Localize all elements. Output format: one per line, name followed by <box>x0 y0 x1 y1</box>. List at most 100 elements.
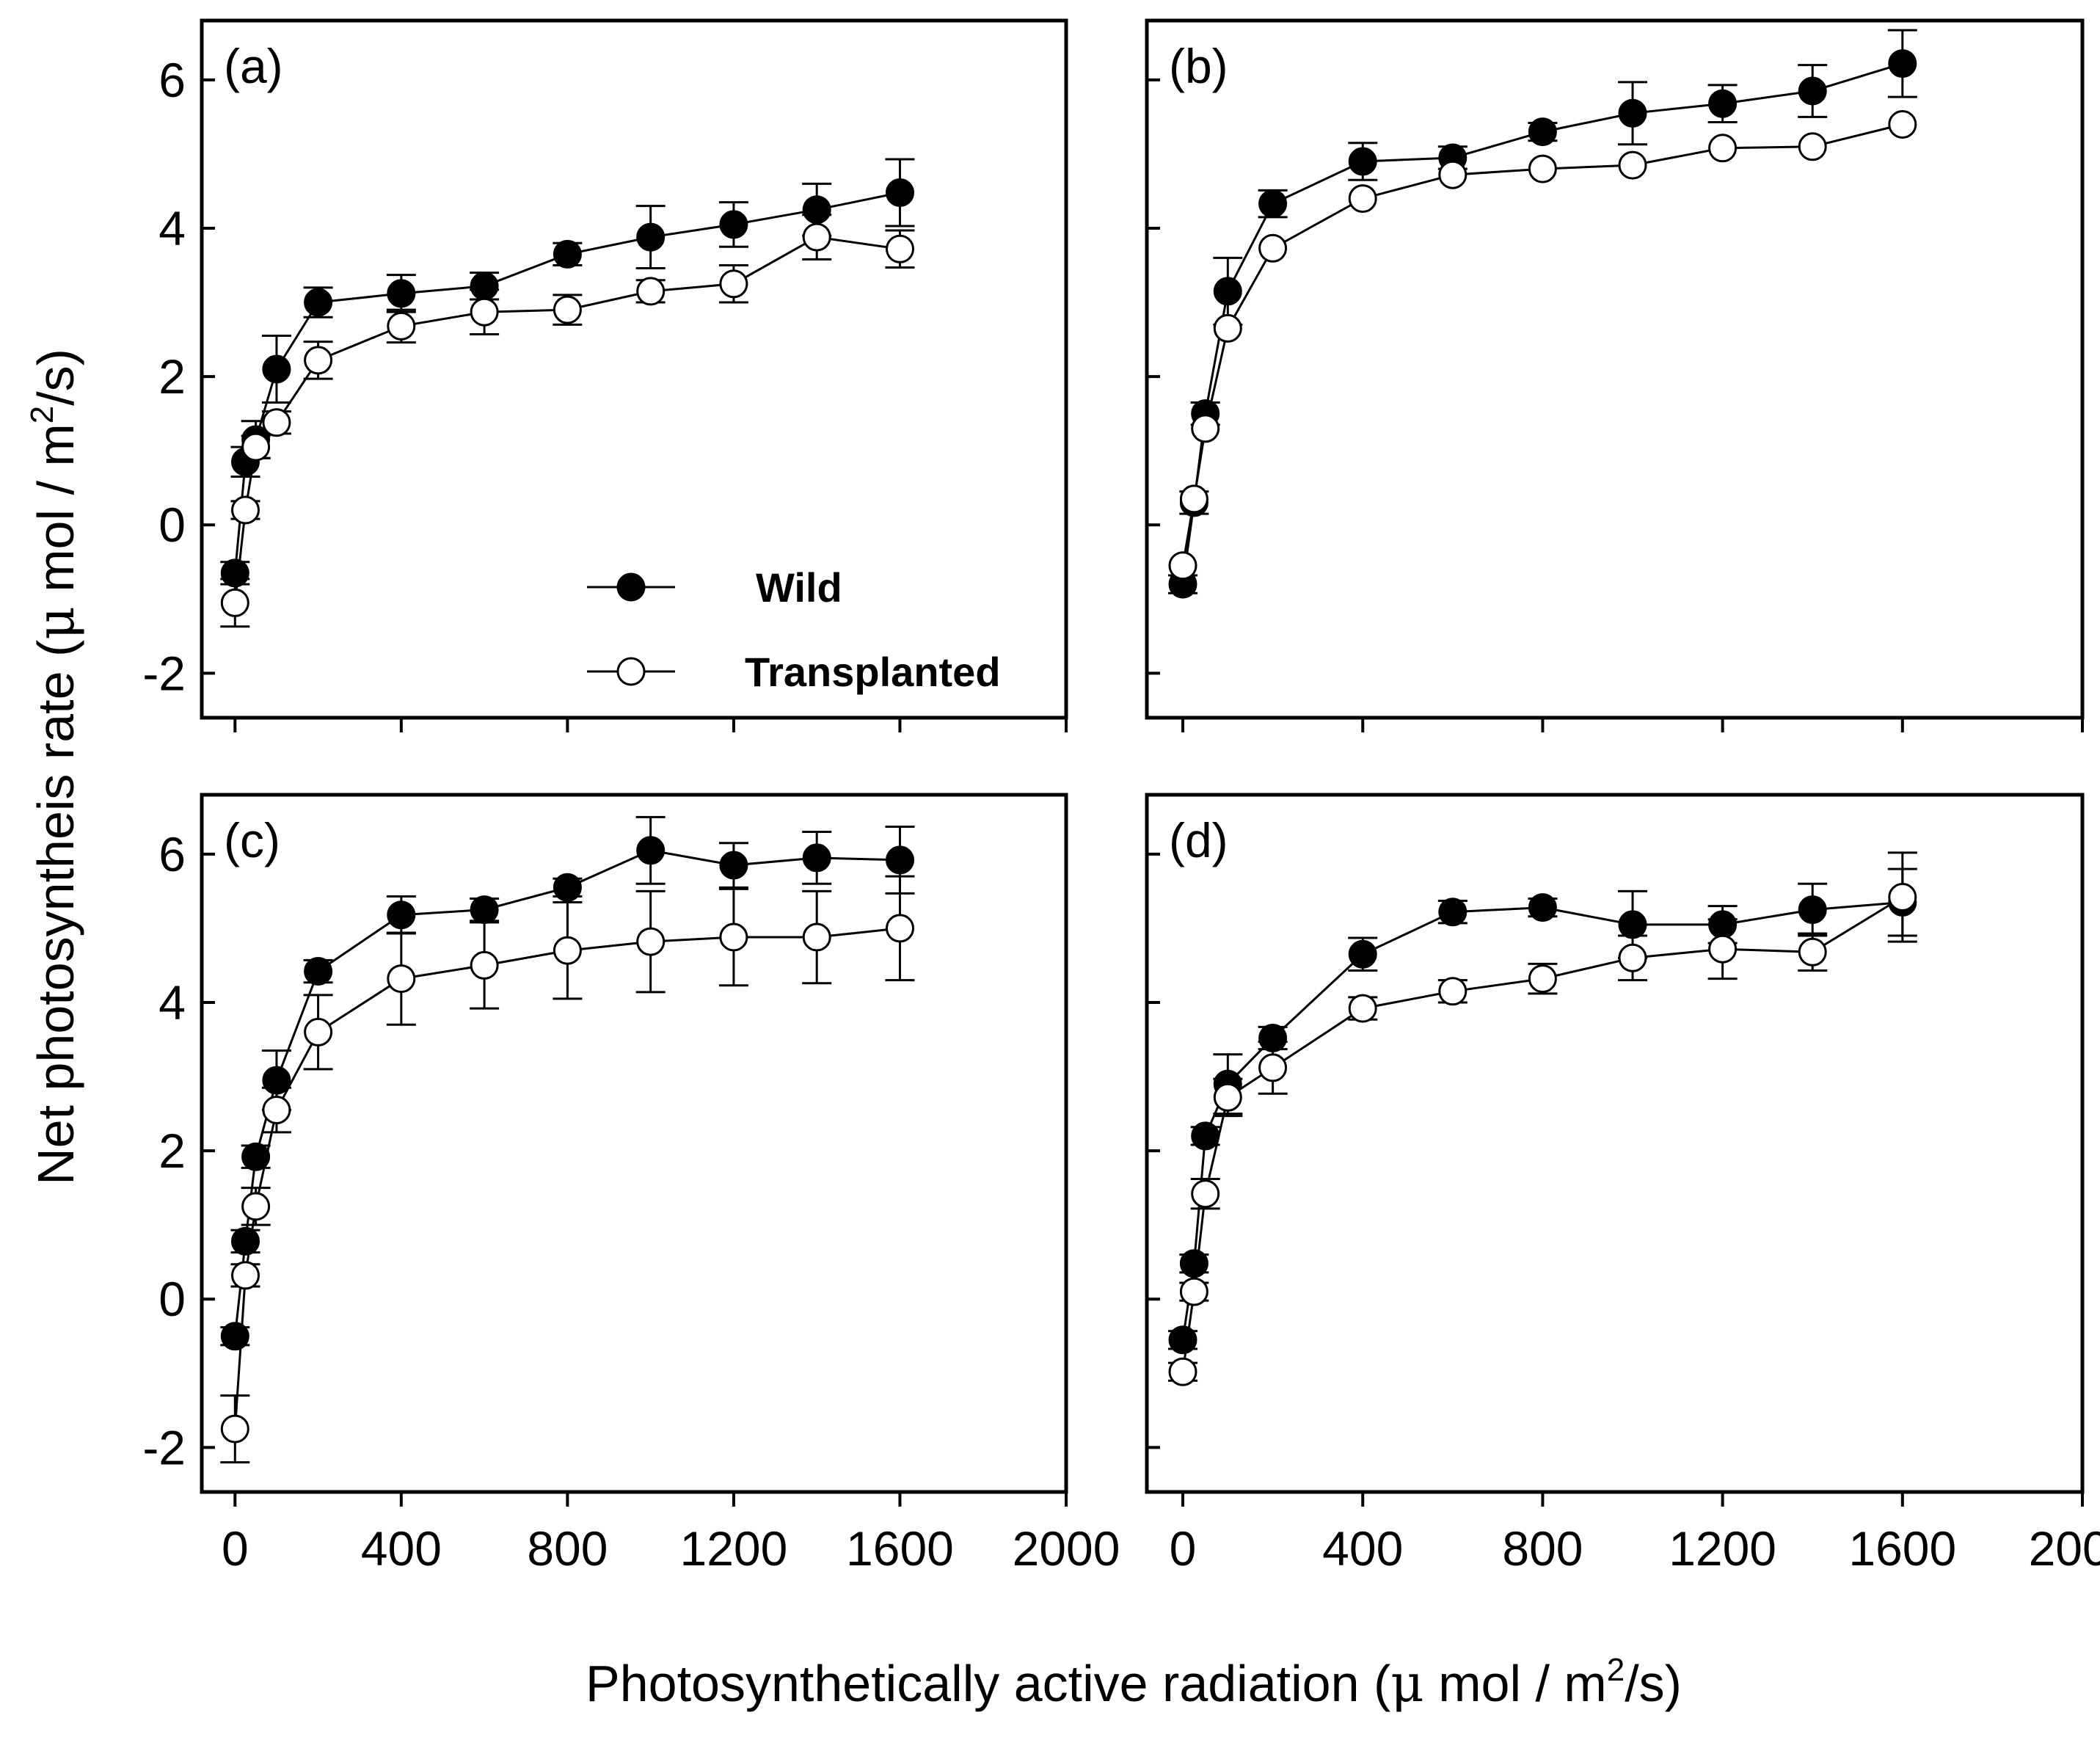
data-point-transplanted <box>1348 184 1377 214</box>
data-point-wild <box>1528 893 1557 922</box>
series-line-transplanted <box>233 236 900 603</box>
data-point-transplanted <box>470 297 499 327</box>
panel-c: -2 0 2 4 6 0 400 800 1200 1600 2000 (c) <box>142 793 1120 1576</box>
data-point-wild <box>886 178 914 207</box>
y-axis-title-main: Net photosyntheis rate ( <box>27 640 84 1185</box>
data-point-wild <box>304 288 333 317</box>
x-tick-label: 800 <box>527 1521 608 1576</box>
data-point-transplanted <box>1438 977 1468 1006</box>
data-point-wild <box>1179 1249 1208 1278</box>
legend: Wild Transplanted <box>587 564 1001 695</box>
data-point-wild <box>802 843 831 873</box>
data-point-transplanted <box>636 277 666 306</box>
data-point-transplanted <box>802 222 831 252</box>
plot-frame <box>1145 793 2085 1494</box>
data-point-wild <box>636 222 666 252</box>
y-tick-label: 0 <box>158 1272 186 1326</box>
x-tick-label: 1200 <box>680 1521 788 1576</box>
data-point-wild <box>1213 277 1242 306</box>
data-point-transplanted <box>1528 154 1557 183</box>
series-wild <box>1168 29 1917 599</box>
data-point-transplanted <box>304 1017 333 1046</box>
data-point-transplanted <box>1348 994 1377 1023</box>
chart-panels: -2 0 2 4 6 (a) (b) -2 0 2 4 6 0 400 800 1200 1600 2000 (c)… <box>142 18 2100 1576</box>
data-point-transplanted <box>1179 1277 1208 1306</box>
legend-transplanted-marker <box>616 657 646 686</box>
series-line-wild <box>1181 901 1903 1341</box>
data-point-transplanted <box>719 269 748 299</box>
x-tick-label: 0 <box>222 1521 249 1576</box>
x-axis-title-mu: μ <box>1390 1653 1424 1714</box>
data-point-transplanted <box>886 234 914 263</box>
data-point-transplanted <box>1168 1357 1197 1386</box>
x-tick-label: 2000 <box>1013 1521 1120 1576</box>
data-point-transplanted <box>387 964 416 994</box>
y-axis-title-mu: μ <box>26 606 86 640</box>
y-axis-title-sup: 2 <box>24 406 60 423</box>
x-axis-title-sup: 2 <box>1607 1652 1625 1688</box>
y-axis-title-unit: mol / m <box>27 423 84 606</box>
data-point-transplanted <box>1798 132 1827 161</box>
data-point-transplanted <box>553 295 582 324</box>
x-tick-label: 2000 <box>2029 1521 2100 1576</box>
data-point-transplanted <box>1618 150 1647 180</box>
series-line-transplanted <box>233 927 900 1430</box>
plot-frame <box>200 18 1068 720</box>
data-point-transplanted <box>802 922 831 952</box>
data-point-transplanted <box>1258 233 1288 263</box>
data-point-transplanted <box>220 1414 249 1444</box>
y-tick-label: 2 <box>158 1124 186 1178</box>
data-point-transplanted <box>1213 1082 1242 1112</box>
data-point-wild <box>1798 895 1827 925</box>
panel-label: (a) <box>224 39 283 93</box>
plot-frame <box>200 793 1068 1494</box>
data-point-transplanted <box>1528 964 1557 994</box>
data-point-wild <box>553 239 582 269</box>
data-point-transplanted <box>241 432 271 462</box>
y-tick-label: -2 <box>142 646 186 700</box>
data-point-wild <box>1438 898 1468 927</box>
data-point-transplanted <box>387 311 416 341</box>
data-point-wild <box>387 279 416 308</box>
y-tick-label: 4 <box>158 975 186 1030</box>
data-point-wild <box>1348 939 1377 969</box>
data-point-wild <box>719 851 748 880</box>
data-point-transplanted <box>1798 937 1827 967</box>
data-point-wild <box>262 354 291 384</box>
data-point-wild <box>470 895 499 925</box>
data-point-transplanted <box>262 1096 291 1124</box>
data-point-wild <box>1258 189 1288 219</box>
legend-wild-marker <box>616 572 646 602</box>
panel-b: (b) <box>1145 18 2085 732</box>
data-point-transplanted <box>719 922 748 952</box>
data-point-transplanted <box>1888 883 1917 911</box>
data-point-wild <box>1348 147 1377 176</box>
x-tick-label: 1600 <box>1848 1521 1956 1576</box>
data-point-wild <box>241 1142 271 1171</box>
data-point-wild <box>886 845 914 875</box>
data-point-transplanted <box>1191 414 1220 443</box>
x-tick-label: 400 <box>1322 1521 1403 1576</box>
data-point-wild <box>553 873 582 902</box>
legend-wild-label: Wild <box>756 564 842 611</box>
data-point-wild <box>636 836 666 865</box>
data-point-transplanted <box>1213 313 1242 343</box>
data-point-wild <box>1618 98 1647 128</box>
data-point-wild <box>1528 117 1557 147</box>
y-tick-label: -2 <box>142 1420 186 1474</box>
series-wild <box>220 815 915 1351</box>
data-point-wild <box>220 1322 249 1351</box>
data-point-wild <box>719 210 748 239</box>
data-point-wild <box>1708 89 1738 118</box>
data-point-wild <box>231 1226 260 1256</box>
data-point-wild <box>1888 49 1917 79</box>
panel-label: (b) <box>1169 39 1228 93</box>
data-point-transplanted <box>553 936 582 965</box>
data-point-transplanted <box>1179 484 1208 514</box>
data-point-transplanted <box>1618 943 1647 972</box>
data-point-transplanted <box>886 914 914 943</box>
panel-d: 0 400 800 1200 1600 2000 (d) <box>1145 793 2100 1576</box>
data-point-transplanted <box>1708 934 1738 964</box>
x-axis-title-unit: mol / m <box>1424 1655 1607 1712</box>
